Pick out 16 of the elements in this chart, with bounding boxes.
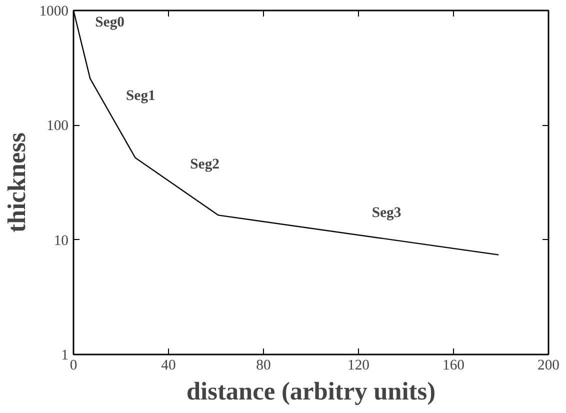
- x-tick-label: 120: [348, 358, 370, 374]
- x-tick-label: 80: [256, 358, 271, 374]
- x-tick-label: 40: [161, 358, 176, 374]
- x-tick-label: 0: [70, 358, 78, 374]
- y-axis-title: thickness: [3, 132, 32, 232]
- x-tick-label: 200: [538, 358, 560, 374]
- y-tick-label: 1000: [39, 4, 68, 20]
- y-tick-label: 1: [61, 348, 68, 364]
- annotation: Seg3: [372, 205, 402, 222]
- annotation: Seg2: [190, 156, 220, 172]
- x-axis-title: distance (arbitry units): [186, 378, 436, 406]
- annotation: Seg1: [126, 88, 156, 104]
- annotation: Seg0: [95, 14, 124, 31]
- y-tick-label: 10: [54, 232, 68, 249]
- y-tick-label: 100: [46, 118, 68, 134]
- x-tick-label: 160: [442, 358, 464, 374]
